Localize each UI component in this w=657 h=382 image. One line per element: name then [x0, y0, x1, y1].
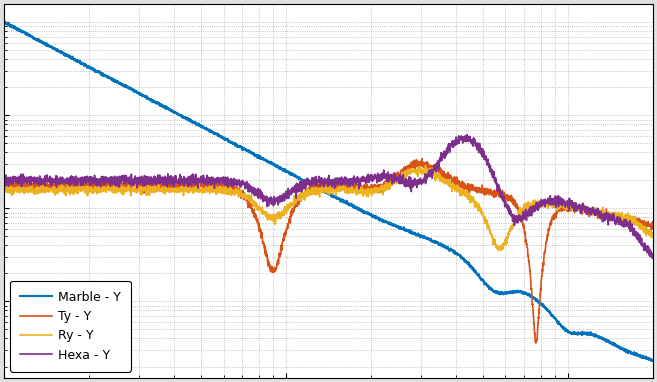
Hexa - Y	[463, 132, 471, 137]
Legend: Marble - Y, Ty - Y, Ry - Y, Hexa - Y: Marble - Y, Ty - Y, Ry - Y, Hexa - Y	[11, 281, 131, 372]
Ty - Y	[74, 185, 82, 189]
Hexa - Y	[649, 254, 657, 259]
Ty - Y	[649, 220, 657, 224]
Marble - Y	[277, 165, 285, 170]
Marble - Y	[649, 358, 657, 363]
Marble - Y	[566, 330, 574, 335]
Marble - Y	[636, 353, 644, 358]
Marble - Y	[249, 151, 257, 156]
Ty - Y	[637, 225, 645, 229]
Ry - Y	[422, 163, 430, 168]
Ty - Y	[418, 156, 426, 161]
Hexa - Y	[249, 188, 257, 192]
Ry - Y	[74, 189, 82, 194]
Hexa - Y	[566, 202, 574, 206]
Ty - Y	[532, 340, 539, 345]
Line: Hexa - Y: Hexa - Y	[4, 134, 653, 258]
Ry - Y	[567, 203, 575, 207]
Marble - Y	[648, 359, 656, 363]
Ty - Y	[277, 245, 285, 249]
Ry - Y	[497, 249, 505, 253]
Hexa - Y	[113, 179, 121, 183]
Line: Ry - Y: Ry - Y	[4, 165, 653, 251]
Ry - Y	[649, 234, 657, 239]
Line: Marble - Y: Marble - Y	[4, 21, 653, 361]
Marble - Y	[0, 19, 8, 23]
Ry - Y	[0, 189, 8, 194]
Hexa - Y	[0, 179, 8, 183]
Ty - Y	[249, 209, 257, 214]
Ry - Y	[249, 204, 257, 209]
Ty - Y	[0, 180, 8, 184]
Ry - Y	[277, 211, 285, 216]
Marble - Y	[74, 60, 82, 65]
Ry - Y	[637, 224, 645, 228]
Ty - Y	[113, 185, 121, 189]
Hexa - Y	[648, 256, 656, 261]
Hexa - Y	[74, 176, 82, 181]
Hexa - Y	[277, 199, 285, 203]
Hexa - Y	[637, 235, 645, 240]
Ty - Y	[567, 202, 575, 206]
Line: Ty - Y: Ty - Y	[4, 159, 653, 343]
Ry - Y	[113, 187, 121, 192]
Marble - Y	[113, 80, 121, 85]
